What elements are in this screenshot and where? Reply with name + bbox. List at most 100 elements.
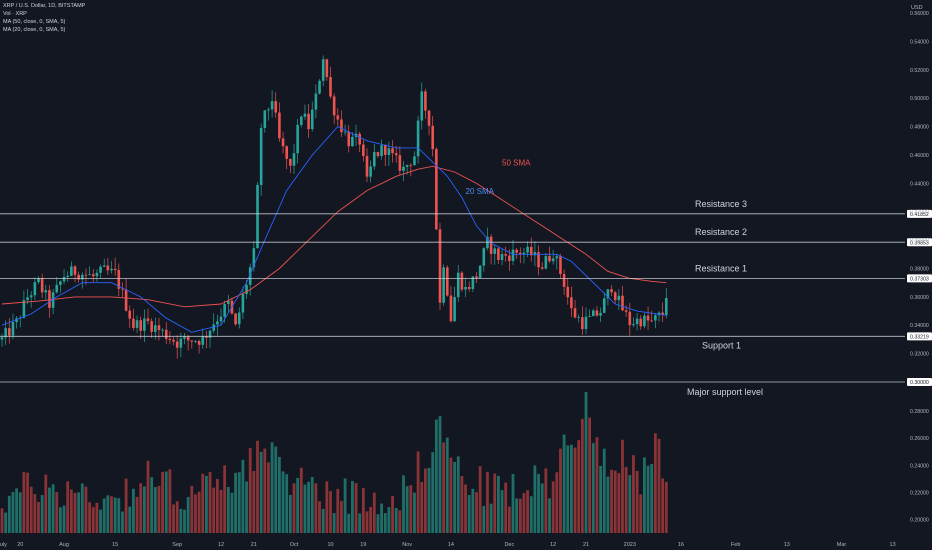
volume-bar bbox=[153, 487, 157, 533]
volume-bar bbox=[661, 478, 665, 533]
candle-body bbox=[654, 315, 657, 321]
volume-bar bbox=[73, 492, 77, 533]
volume-bar bbox=[533, 465, 537, 533]
volume-bar bbox=[442, 442, 446, 533]
volume-bar bbox=[398, 510, 402, 533]
candle-body bbox=[599, 312, 602, 316]
candle-body bbox=[515, 249, 518, 253]
sma50-label: 50 SMA bbox=[502, 159, 531, 168]
candle-body bbox=[632, 324, 635, 326]
candle-body bbox=[197, 340, 201, 345]
candle-body bbox=[99, 266, 102, 273]
candle-body bbox=[460, 272, 464, 290]
price-badge bbox=[907, 378, 932, 386]
volume-bar bbox=[354, 483, 358, 533]
candle-body bbox=[606, 289, 610, 299]
candle-body bbox=[84, 274, 88, 276]
volume-bar bbox=[88, 502, 91, 533]
y-tick-label: 0.48000 bbox=[910, 125, 929, 131]
volume-bar bbox=[329, 491, 332, 533]
volume-bar bbox=[29, 486, 33, 533]
candle-body bbox=[650, 320, 653, 322]
chart-legend: XRP / U.S. Dollar, 1D, BITSTAMP Vol · XR… bbox=[3, 2, 85, 34]
candle-body bbox=[453, 297, 456, 322]
candle-body bbox=[73, 266, 77, 275]
candle-body bbox=[4, 328, 7, 338]
volume-bar bbox=[161, 471, 164, 533]
candle-body bbox=[0, 337, 4, 340]
candle-body bbox=[252, 248, 256, 268]
candle-body bbox=[613, 292, 617, 301]
candle-body bbox=[259, 127, 263, 185]
legend-vol-line: Vol · XRP bbox=[3, 11, 27, 17]
candle-body bbox=[340, 119, 343, 133]
volume-bar bbox=[621, 439, 624, 533]
candle-body bbox=[365, 155, 369, 177]
volume-bar bbox=[164, 471, 168, 533]
volume-bar bbox=[201, 473, 205, 533]
candle-body bbox=[665, 298, 668, 316]
candle-body bbox=[416, 120, 420, 157]
candle-body bbox=[438, 229, 442, 303]
candle-body bbox=[588, 316, 591, 317]
candle-body bbox=[117, 270, 121, 289]
candle-body bbox=[227, 300, 230, 305]
candle-body bbox=[124, 289, 128, 311]
candle-body bbox=[376, 152, 380, 157]
volume-bar bbox=[493, 473, 497, 533]
candle-body bbox=[88, 274, 91, 276]
y-tick-label: 0.32000 bbox=[910, 352, 929, 358]
candle-body bbox=[190, 340, 194, 342]
candle-body bbox=[303, 113, 307, 117]
volume-bar bbox=[588, 417, 592, 533]
axis-currency-label: USD bbox=[911, 5, 923, 11]
volume-bar bbox=[113, 497, 117, 533]
x-tick-label: 2023 bbox=[624, 542, 636, 548]
volume-bar bbox=[537, 473, 540, 533]
volume-bar bbox=[22, 472, 26, 533]
volume-bar bbox=[226, 486, 230, 533]
candle-body bbox=[373, 152, 376, 167]
candle-body bbox=[237, 312, 241, 325]
volume-bar bbox=[11, 491, 15, 533]
candle-body bbox=[581, 317, 584, 330]
x-tick-label: 19 bbox=[360, 542, 366, 548]
volume-bar bbox=[139, 483, 143, 533]
candle-body bbox=[216, 321, 219, 325]
sma20-line bbox=[1, 126, 667, 333]
volume-bar bbox=[80, 483, 84, 533]
volume-tick-label: 0.26000 bbox=[910, 436, 929, 442]
candle-body bbox=[278, 112, 281, 139]
volume-bar bbox=[288, 494, 292, 533]
volume-bar bbox=[292, 483, 296, 533]
candle-body bbox=[621, 295, 624, 311]
volume-tick-label: 0.22000 bbox=[910, 490, 929, 496]
volume-bar bbox=[234, 472, 237, 533]
volume-bar bbox=[59, 507, 62, 533]
candle-body bbox=[161, 329, 164, 331]
x-tick-label: 10 bbox=[327, 542, 333, 548]
candle-body bbox=[420, 91, 424, 121]
y-tick-label: 0.50000 bbox=[910, 96, 929, 102]
candle-body bbox=[270, 101, 274, 110]
candle-body bbox=[409, 164, 413, 166]
volume-bar bbox=[383, 513, 387, 533]
candle-body bbox=[500, 254, 504, 260]
volume-bar bbox=[570, 444, 573, 533]
candle-body bbox=[446, 267, 449, 296]
candle-body bbox=[332, 96, 336, 116]
candle-body bbox=[602, 298, 606, 313]
volume-bar bbox=[172, 504, 175, 533]
candle-body bbox=[106, 265, 110, 271]
volume-bar bbox=[285, 474, 289, 533]
candle-body bbox=[643, 315, 646, 327]
volume-bar bbox=[438, 416, 442, 533]
volume-bar bbox=[369, 507, 373, 533]
price-badge bbox=[907, 238, 932, 247]
candle-body bbox=[431, 125, 434, 150]
volume-bar bbox=[380, 503, 383, 533]
candle-body bbox=[179, 338, 183, 348]
volume-bar bbox=[628, 475, 632, 533]
